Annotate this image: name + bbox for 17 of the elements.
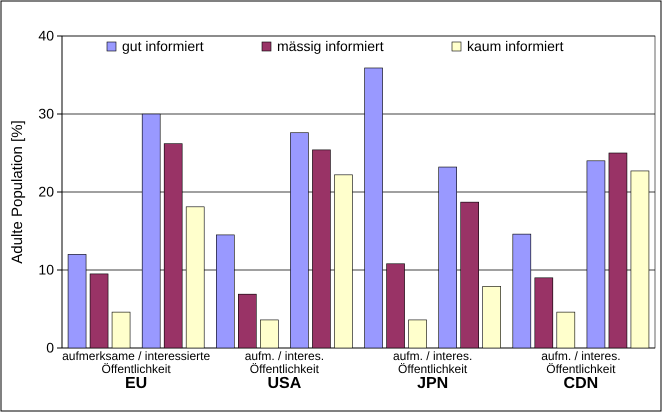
y-axis-title: Adulte Population [%]	[9, 120, 26, 264]
text: JPN	[417, 375, 448, 392]
legend-label: mässig informiert	[277, 38, 384, 54]
text: CDN	[564, 375, 598, 392]
text: EU	[125, 375, 148, 392]
text: aufmerksame / interessierte Öffentlichkeit	[62, 349, 210, 376]
y-tick-label: 30	[38, 105, 54, 122]
y-tick-label: 40	[38, 27, 54, 44]
y-tick-label: 0	[46, 339, 54, 356]
text: aufm. / interes. Öffentlichkeit	[392, 349, 472, 376]
y-tick-label: 20	[38, 183, 54, 200]
legend-label: gut informiert	[122, 38, 204, 54]
text: USA	[267, 375, 302, 392]
legend-label: kaum informiert	[467, 38, 564, 54]
text: aufm. / interes. Öffentlichkeit	[244, 349, 324, 376]
y-tick-label: 10	[38, 261, 54, 278]
text: aufm. / interes. Öffentlichkeit	[541, 349, 621, 376]
